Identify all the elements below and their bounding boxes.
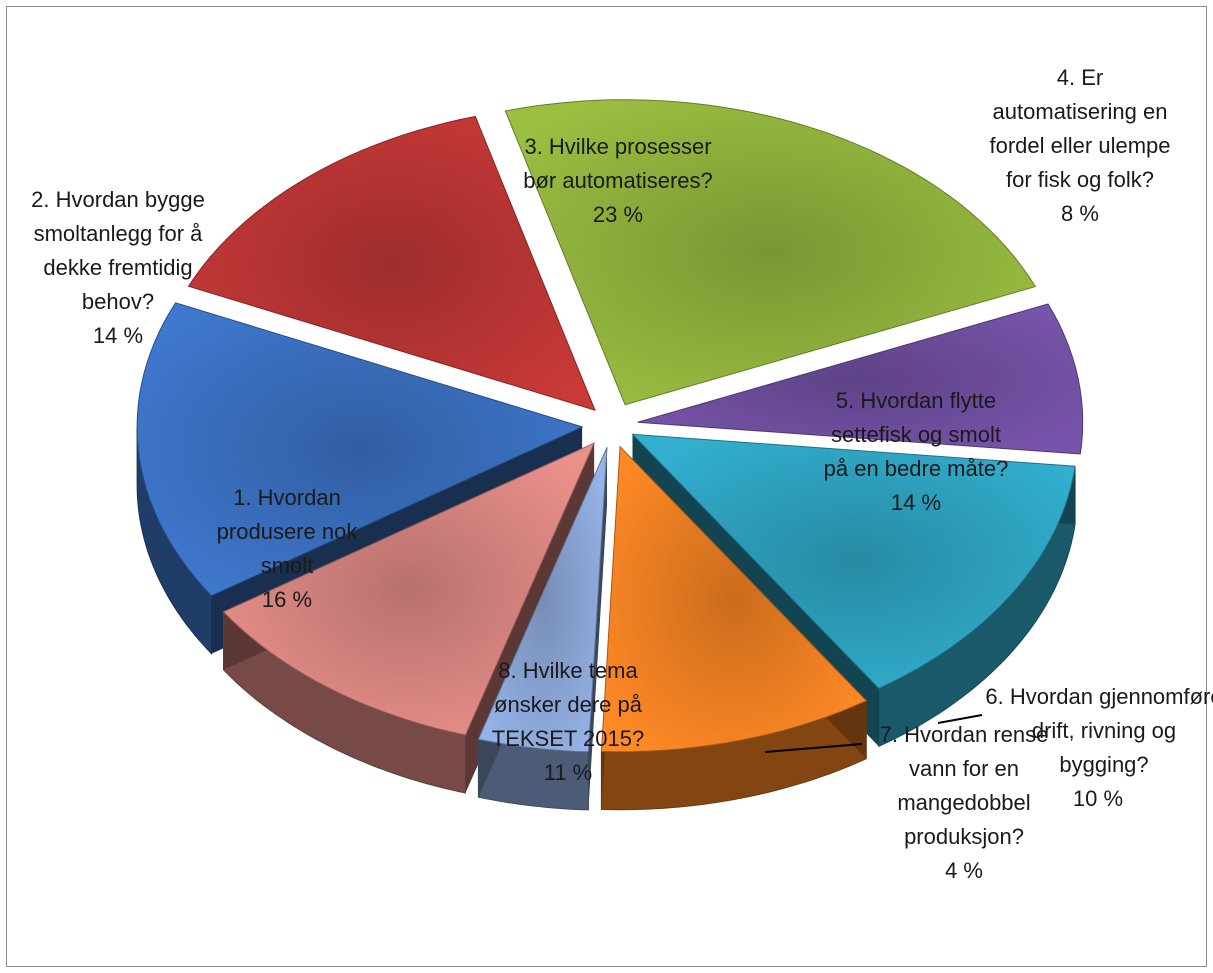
slice-value-6: 10 %: [1073, 786, 1123, 811]
slice-value-1: 16 %: [262, 587, 312, 612]
slice-value-2: 14 %: [93, 323, 143, 348]
slice-value-5: 14 %: [891, 490, 941, 515]
slice-label-4: 4. Er automatisering en fordel eller ulemp…: [990, 65, 1171, 226]
slice-1: [136, 302, 584, 597]
slice-5: [631, 433, 1076, 690]
slice-4: [637, 303, 1084, 455]
slice-tops: [136, 99, 1084, 753]
slice-labels: 1. Hvordan produsere nok smolt 16 % 2. Hvord…: [31, 65, 1213, 883]
slice-label-6: 6. Hvordan gjennomføre drift, rivning og b…: [985, 684, 1213, 811]
leader-line-6: [937, 714, 983, 724]
slice-label-7: 7. Hvordan rense vann for en mangedobbel pr…: [880, 722, 1049, 883]
slice-value-7: 4 %: [945, 858, 983, 883]
slice-2: [187, 115, 596, 411]
slice-label-3: 3. Hvilke prosesser bør automatiseres? 23 …: [523, 134, 713, 227]
slice-label-2: 2. Hvordan bygge smoltanlegg for å dekke f…: [31, 187, 205, 348]
slice-face-7: [588, 447, 607, 810]
slice-7: [477, 446, 608, 753]
leader-lines: [764, 714, 983, 753]
leader-line-7: [764, 743, 863, 753]
slice-label-5: 5. Hvordan flytte settefisk og smolt på en…: [824, 388, 1009, 515]
slice-value-4: 8 %: [1061, 201, 1099, 226]
slice-value-3: 23 %: [593, 202, 643, 227]
slice-8: [222, 442, 596, 736]
slice-value-8: 11 %: [544, 760, 593, 785]
slice-3: [504, 99, 1037, 406]
slice-6: [600, 445, 868, 753]
slice-label-8: 8. Hvilke tema ønsker dere på TEKSET 2015?…: [492, 658, 644, 785]
slice-label-1: 1. Hvordan produsere nok smolt 16 %: [217, 485, 359, 612]
